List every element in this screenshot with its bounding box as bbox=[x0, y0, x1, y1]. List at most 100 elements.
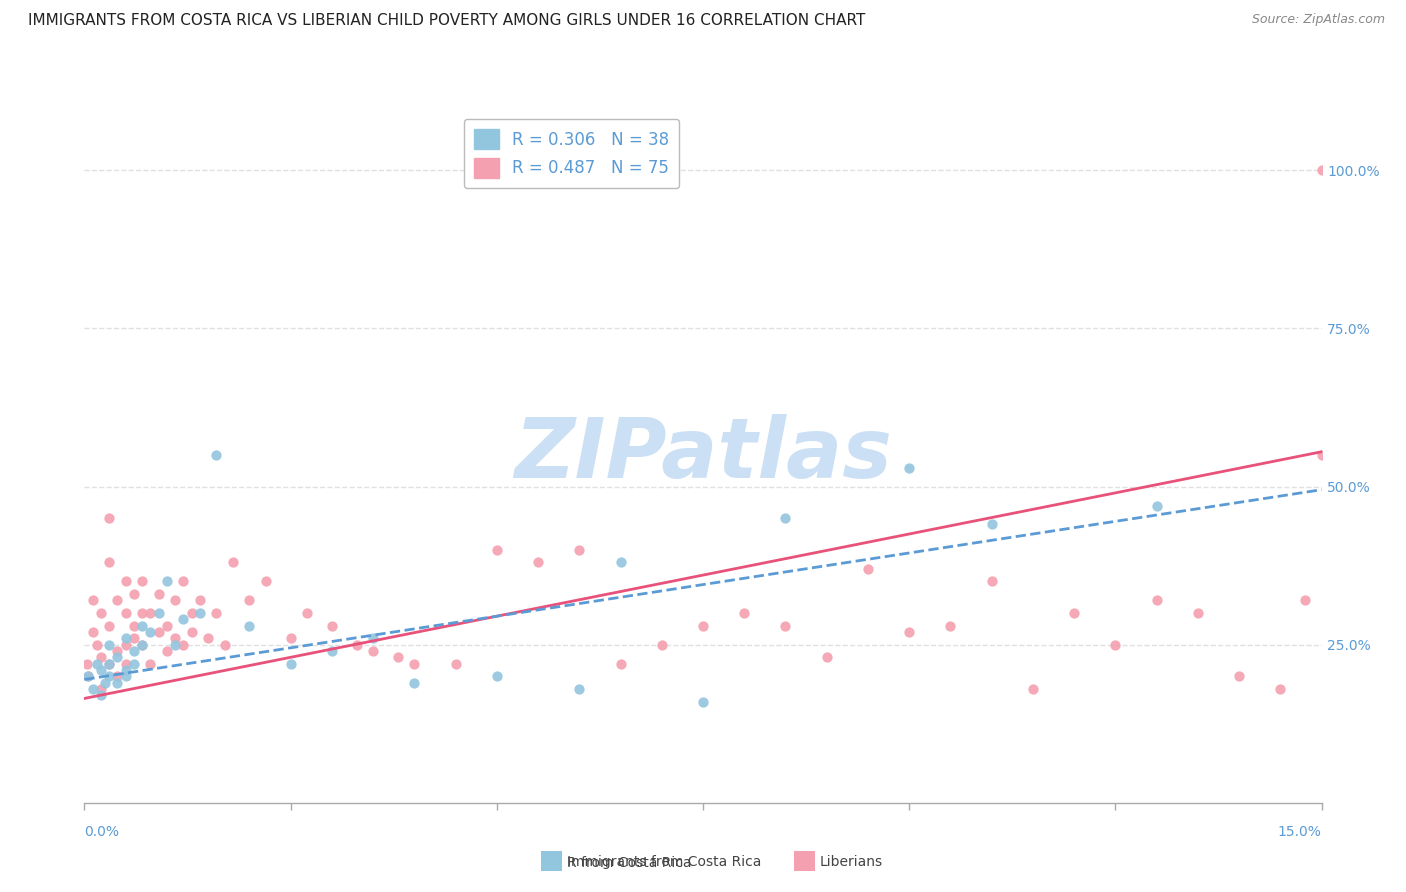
Point bbox=[815, 650, 838, 665]
Point bbox=[105, 675, 128, 690]
Text: Source: ZipAtlas.com: Source: ZipAtlas.com bbox=[1251, 13, 1385, 27]
Point bbox=[77, 669, 100, 683]
Point bbox=[105, 593, 128, 607]
Point bbox=[1146, 593, 1168, 607]
Point bbox=[139, 625, 162, 640]
Point bbox=[205, 448, 228, 462]
Point bbox=[139, 606, 162, 620]
Point bbox=[90, 606, 112, 620]
Point bbox=[98, 511, 121, 525]
Point bbox=[131, 606, 153, 620]
Point bbox=[404, 675, 426, 690]
Point bbox=[98, 618, 121, 632]
Point bbox=[485, 669, 508, 683]
Point bbox=[114, 638, 136, 652]
Point bbox=[568, 681, 591, 696]
Point bbox=[775, 511, 797, 525]
Text: R from Costa Rica: R from Costa Rica bbox=[567, 856, 692, 871]
Point bbox=[165, 593, 187, 607]
Point bbox=[82, 681, 104, 696]
Point bbox=[105, 669, 128, 683]
Point bbox=[82, 593, 104, 607]
Point bbox=[98, 669, 121, 683]
Point bbox=[105, 650, 128, 665]
Point bbox=[404, 657, 426, 671]
Point bbox=[114, 669, 136, 683]
Point bbox=[485, 542, 508, 557]
Point bbox=[131, 638, 153, 652]
Point bbox=[98, 638, 121, 652]
Point bbox=[238, 593, 260, 607]
Point bbox=[114, 663, 136, 677]
Text: 15.0%: 15.0% bbox=[1278, 825, 1322, 839]
Text: Immigrants from Costa Rica: Immigrants from Costa Rica bbox=[567, 855, 761, 869]
Point bbox=[1294, 593, 1316, 607]
Point bbox=[86, 657, 108, 671]
Point bbox=[1187, 606, 1209, 620]
Point bbox=[131, 638, 153, 652]
Point bbox=[94, 675, 117, 690]
Point bbox=[172, 574, 194, 589]
Point bbox=[188, 593, 211, 607]
Point bbox=[939, 618, 962, 632]
Point bbox=[238, 618, 260, 632]
Point bbox=[188, 606, 211, 620]
Point bbox=[898, 625, 921, 640]
Legend: R = 0.306   N = 38, R = 0.487   N = 75: R = 0.306 N = 38, R = 0.487 N = 75 bbox=[464, 119, 679, 188]
Text: ZIPatlas: ZIPatlas bbox=[515, 415, 891, 495]
Point bbox=[1310, 163, 1333, 178]
Point bbox=[148, 606, 170, 620]
Point bbox=[122, 618, 145, 632]
Point bbox=[222, 556, 245, 570]
Point bbox=[692, 618, 714, 632]
Point bbox=[361, 632, 384, 646]
Point bbox=[148, 587, 170, 601]
Point bbox=[444, 657, 467, 671]
Point bbox=[114, 574, 136, 589]
Point bbox=[1227, 669, 1250, 683]
Point bbox=[156, 618, 179, 632]
Point bbox=[76, 657, 98, 671]
Point bbox=[775, 618, 797, 632]
Point bbox=[898, 460, 921, 475]
Point bbox=[114, 606, 136, 620]
Point bbox=[980, 517, 1002, 532]
Point bbox=[90, 688, 112, 702]
Point bbox=[180, 625, 202, 640]
Point bbox=[180, 606, 202, 620]
Point bbox=[122, 657, 145, 671]
Point bbox=[527, 556, 550, 570]
Point bbox=[1146, 499, 1168, 513]
Point bbox=[165, 638, 187, 652]
Text: IMMIGRANTS FROM COSTA RICA VS LIBERIAN CHILD POVERTY AMONG GIRLS UNDER 16 CORREL: IMMIGRANTS FROM COSTA RICA VS LIBERIAN C… bbox=[28, 13, 866, 29]
Point bbox=[131, 618, 153, 632]
Point bbox=[172, 612, 194, 626]
Point bbox=[321, 644, 343, 658]
Point bbox=[692, 695, 714, 709]
Point bbox=[1310, 448, 1333, 462]
Point bbox=[254, 574, 277, 589]
Point bbox=[156, 644, 179, 658]
Point bbox=[980, 574, 1002, 589]
Point bbox=[1063, 606, 1085, 620]
Point bbox=[122, 644, 145, 658]
Point bbox=[1022, 681, 1045, 696]
Point bbox=[98, 657, 121, 671]
Point bbox=[82, 625, 104, 640]
Point bbox=[165, 632, 187, 646]
Point bbox=[346, 638, 368, 652]
Point bbox=[105, 644, 128, 658]
Point bbox=[733, 606, 755, 620]
Point bbox=[172, 638, 194, 652]
Point bbox=[1270, 681, 1292, 696]
Point bbox=[280, 632, 302, 646]
Point bbox=[609, 556, 631, 570]
Point bbox=[122, 587, 145, 601]
Text: Liberians: Liberians bbox=[820, 855, 883, 869]
Point bbox=[77, 669, 100, 683]
Point bbox=[361, 644, 384, 658]
Point bbox=[122, 632, 145, 646]
Point bbox=[197, 632, 219, 646]
Point bbox=[114, 657, 136, 671]
Point bbox=[90, 650, 112, 665]
